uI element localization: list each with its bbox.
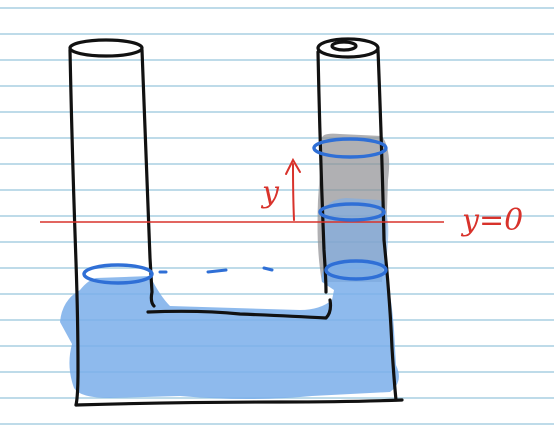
left-tube-opening — [68, 38, 144, 58]
displacement-label: y — [260, 175, 280, 210]
water-right-column — [322, 198, 389, 270]
level-rings — [82, 137, 388, 285]
ring-top-right — [312, 137, 388, 159]
right-tube-opening — [316, 37, 380, 59]
ring-left-level — [82, 263, 154, 285]
ring-bottom-right — [324, 259, 388, 281]
reference-label: y=0 — [460, 203, 523, 238]
water-level-dashes — [158, 266, 274, 274]
ring-middle-right — [318, 202, 386, 222]
displacement-arrow — [285, 157, 301, 221]
u-tube-outline — [68, 37, 404, 407]
water-body — [60, 260, 399, 399]
